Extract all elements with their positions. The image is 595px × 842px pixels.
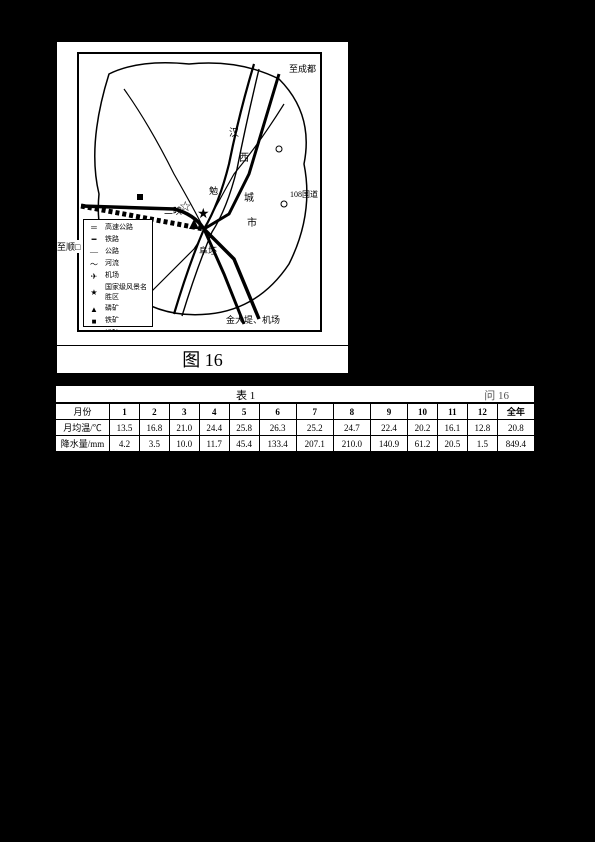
table-cell: 26.3 <box>259 420 296 436</box>
header-col: 3 <box>169 404 199 420</box>
figure-caption: 图 16 <box>57 345 348 373</box>
table-cell: 22.4 <box>370 420 407 436</box>
legend-item: ═高速公路 <box>86 222 150 233</box>
railway-icon: ━ <box>86 234 102 245</box>
map-place-6: 勉 <box>209 184 218 197</box>
row-label-temp: 月均温/℃ <box>56 420 110 436</box>
legend-text: 公路 <box>105 247 150 257</box>
map-place-2: 西 <box>239 149 249 164</box>
map-frame: ☆ ★ 汉 西 城 市 二映 勉 阜坯 至成都 108国道 金大堤、机场 ═高速… <box>77 52 322 332</box>
climate-data-table: 月份 1 2 3 4 5 6 7 8 9 10 11 12 全年 月均温/℃ 1… <box>55 403 535 452</box>
star-icon: ★ <box>86 287 102 298</box>
table-cell: 21.0 <box>169 420 199 436</box>
header-col: 9 <box>370 404 407 420</box>
table-cell: 20.2 <box>408 420 438 436</box>
map-place-5: 二映 <box>164 204 182 217</box>
map-label-left: 至顺□ <box>57 240 80 253</box>
table-cell: 24.7 <box>333 420 370 436</box>
table-cell: 210.0 <box>333 436 370 452</box>
figure-16-block: ☆ ★ 汉 西 城 市 二映 勉 阜坯 至成都 108国道 金大堤、机场 ═高速… <box>55 40 350 375</box>
header-col: 全年 <box>497 404 534 420</box>
table-cell: 849.4 <box>497 436 534 452</box>
map-place-4: 市 <box>247 214 257 229</box>
airport-icon: ✈ <box>86 271 102 282</box>
table-1-block: 表 1 问 16 月份 1 2 3 4 5 6 7 8 9 10 11 12 全… <box>55 385 535 452</box>
legend-text: 机场 <box>105 271 150 281</box>
map-place-1: 汉 <box>229 124 239 139</box>
legend-text: 河流 <box>105 259 150 269</box>
table-cell: 4.2 <box>110 436 140 452</box>
legend-text: 铁矿 <box>105 316 150 326</box>
header-col: 2 <box>139 404 169 420</box>
legend-text: 锰矿 <box>105 329 150 332</box>
legend-item: ■铁矿 <box>86 316 150 327</box>
table-cell: 207.1 <box>296 436 333 452</box>
table-cell: 11.7 <box>199 436 229 452</box>
table-header-row: 月份 1 2 3 4 5 6 7 8 9 10 11 12 全年 <box>56 404 535 420</box>
table-cell: 12.8 <box>467 420 497 436</box>
table-cell: 3.5 <box>139 436 169 452</box>
header-col: 4 <box>199 404 229 420</box>
header-col: 6 <box>259 404 296 420</box>
legend-item: ━铁路 <box>86 234 150 245</box>
legend-item: ★国家级风景名胜区 <box>86 283 150 303</box>
table-cell: 16.8 <box>139 420 169 436</box>
highway-icon: ═ <box>86 222 102 233</box>
legend-item: —公路 <box>86 246 150 257</box>
circle-icon: ○ <box>86 328 102 332</box>
row-label-precip: 降水量/mm <box>56 436 110 452</box>
legend-text: 高速公路 <box>105 223 150 233</box>
header-month-label: 月份 <box>56 404 110 420</box>
table-cell: 133.4 <box>259 436 296 452</box>
table-cell: 1.5 <box>467 436 497 452</box>
triangle-icon: ▲ <box>86 304 102 315</box>
legend-text: 磷矿 <box>105 304 150 314</box>
table-cell: 10.0 <box>169 436 199 452</box>
square-icon: ■ <box>86 316 102 327</box>
map-label-right-top: 至成都 <box>289 62 316 75</box>
table-cell: 24.4 <box>199 420 229 436</box>
map-legend: ═高速公路 ━铁路 —公路 ～河流 ✈机场 ★国家级风景名胜区 ▲磷矿 ■铁矿 … <box>83 219 153 327</box>
header-col: 7 <box>296 404 333 420</box>
table-cell: 13.5 <box>110 420 140 436</box>
table-title-bar: 表 1 问 16 <box>55 385 535 403</box>
header-col: 10 <box>408 404 438 420</box>
header-col: 12 <box>467 404 497 420</box>
map-label-bottom: 金大堤、机场 <box>226 313 280 326</box>
table-title-left: 表 1 <box>236 387 255 403</box>
river-icon: ～ <box>86 259 102 270</box>
table-title-right: 问 16 <box>484 387 509 403</box>
map-place-3: 城 <box>244 189 254 204</box>
legend-text: 铁路 <box>105 235 150 245</box>
header-col: 8 <box>333 404 370 420</box>
table-cell: 20.8 <box>497 420 534 436</box>
table-cell: 25.2 <box>296 420 333 436</box>
map-area: ☆ ★ 汉 西 城 市 二映 勉 阜坯 至成都 108国道 金大堤、机场 ═高速… <box>57 42 348 347</box>
road-icon: — <box>86 246 102 257</box>
table-cell: 25.8 <box>229 420 259 436</box>
header-col: 1 <box>110 404 140 420</box>
table-cell: 45.4 <box>229 436 259 452</box>
map-label-right-mid: 108国道 <box>290 189 318 200</box>
map-place-7: 阜坯 <box>199 244 217 257</box>
header-col: 11 <box>437 404 467 420</box>
legend-item: ○锰矿 <box>86 328 150 332</box>
map-star-filled-icon: ★ <box>197 206 210 223</box>
table-row: 月均温/℃ 13.5 16.8 21.0 24.4 25.8 26.3 25.2… <box>56 420 535 436</box>
header-col: 5 <box>229 404 259 420</box>
table-cell: 20.5 <box>437 436 467 452</box>
legend-text: 国家级风景名胜区 <box>105 283 150 303</box>
table-cell: 61.2 <box>408 436 438 452</box>
legend-item: ✈机场 <box>86 271 150 282</box>
legend-item: ～河流 <box>86 259 150 270</box>
table-cell: 16.1 <box>437 420 467 436</box>
table-cell: 140.9 <box>370 436 407 452</box>
table-row: 降水量/mm 4.2 3.5 10.0 11.7 45.4 133.4 207.… <box>56 436 535 452</box>
legend-item: ▲磷矿 <box>86 304 150 315</box>
